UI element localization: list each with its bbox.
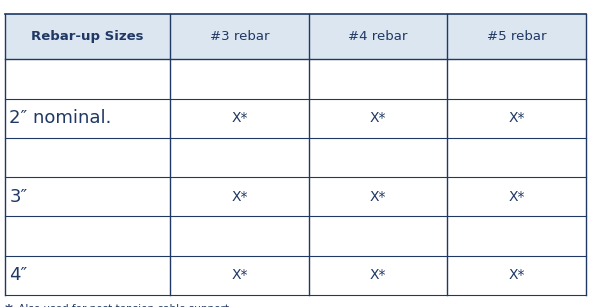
Text: X*: X*: [370, 111, 387, 125]
Text: X*: X*: [232, 190, 248, 204]
Text: X*: X*: [370, 268, 387, 282]
Text: X*: X*: [508, 111, 525, 125]
Text: X*: X*: [232, 268, 248, 282]
Text: X*: X*: [508, 268, 525, 282]
Text: 2″ nominal.: 2″ nominal.: [9, 109, 112, 127]
Text: #4 rebar: #4 rebar: [348, 30, 408, 43]
Text: Rebar-up Sizes: Rebar-up Sizes: [31, 30, 144, 43]
Text: #3 rebar: #3 rebar: [210, 30, 269, 43]
Text: X*: X*: [232, 111, 248, 125]
Text: #5 rebar: #5 rebar: [487, 30, 546, 43]
Text: *: *: [5, 304, 13, 307]
Text: Also used for post tension cable support: Also used for post tension cable support: [15, 304, 229, 307]
Text: X*: X*: [370, 190, 387, 204]
Text: 3″: 3″: [9, 188, 28, 206]
Text: 4″: 4″: [9, 266, 28, 284]
Text: X*: X*: [508, 190, 525, 204]
